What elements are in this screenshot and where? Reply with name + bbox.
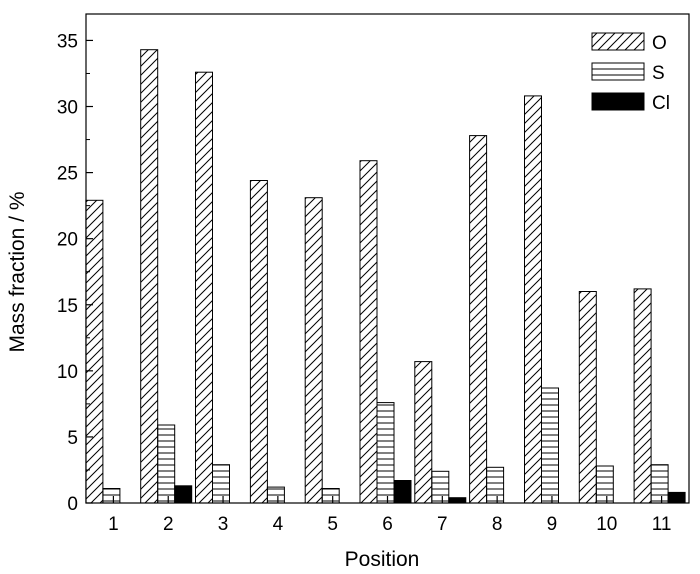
bar-o-10: [578, 291, 597, 504]
x-tick-label: 10: [596, 514, 617, 535]
bar-o-7: [414, 361, 433, 504]
bar-o-11: [633, 288, 652, 504]
x-tick-label: 2: [163, 514, 174, 535]
legend: OS Cl: [591, 32, 670, 114]
y-ticks-group: 0 5 10 15 20 25 30 35: [57, 31, 93, 515]
bar-o-8: [469, 135, 488, 504]
y-tick-label: 35: [57, 31, 78, 52]
y-tick-label: 30: [57, 98, 78, 119]
legend-label-s: S: [652, 63, 665, 84]
x-tick-label: 3: [218, 514, 229, 535]
bar-cl-7: [448, 497, 467, 504]
bar-s-2: [157, 424, 176, 504]
x-tick-label: 6: [382, 514, 393, 535]
bar-s-8: [486, 466, 505, 504]
x-tick-label: 8: [492, 514, 503, 535]
bar-s-3: [212, 464, 230, 504]
y-tick-label: 20: [57, 230, 78, 251]
legend-label-o: O: [652, 33, 667, 54]
bar-o-6: [359, 160, 378, 504]
legend-label-cl: Cl: [652, 93, 670, 114]
y-tick-label: 15: [57, 296, 78, 317]
x-tick-label: 11: [652, 514, 672, 535]
bar-s-7: [431, 470, 450, 504]
bars-group: [85, 49, 686, 504]
y-tick-label: 25: [57, 164, 78, 185]
legend-swatch-s: [591, 62, 645, 81]
bar-o-1: [85, 199, 104, 504]
bar-cl-2: [174, 485, 193, 504]
x-tick-label: 9: [547, 514, 558, 535]
y-tick-label: 10: [57, 362, 78, 383]
bar-cl-6: [393, 480, 412, 504]
bar-s-9: [541, 387, 559, 504]
bar-o-5: [304, 197, 323, 504]
bar-s-1: [102, 488, 121, 504]
y-tick-label: 0: [67, 494, 78, 515]
bar-s-6: [376, 402, 395, 504]
x-tick-label: 1: [108, 514, 119, 535]
bar-cl-11: [667, 491, 686, 504]
x-ticks-group: 1 2 3 4 5 6 7 8 9 10 11: [108, 496, 671, 535]
x-tick-label: 4: [273, 514, 284, 535]
bar-s-10: [595, 465, 614, 504]
x-tick-label: 5: [327, 514, 338, 535]
bar-o-9: [524, 95, 542, 504]
bar-s-4: [266, 486, 285, 504]
y-axis-label: Mass fraction / %: [6, 191, 29, 352]
x-tick-label: 7: [437, 514, 448, 535]
bar-o-4: [249, 180, 268, 504]
legend-swatch-o: [591, 32, 645, 51]
bar-o-3: [195, 71, 213, 504]
bar-s-5: [321, 488, 340, 504]
bar-s-11: [650, 464, 669, 504]
x-axis-label: Position: [345, 548, 420, 571]
y-tick-label: 5: [67, 428, 78, 449]
legend-swatch-cl: [591, 92, 645, 111]
bar-o-2: [140, 49, 159, 504]
